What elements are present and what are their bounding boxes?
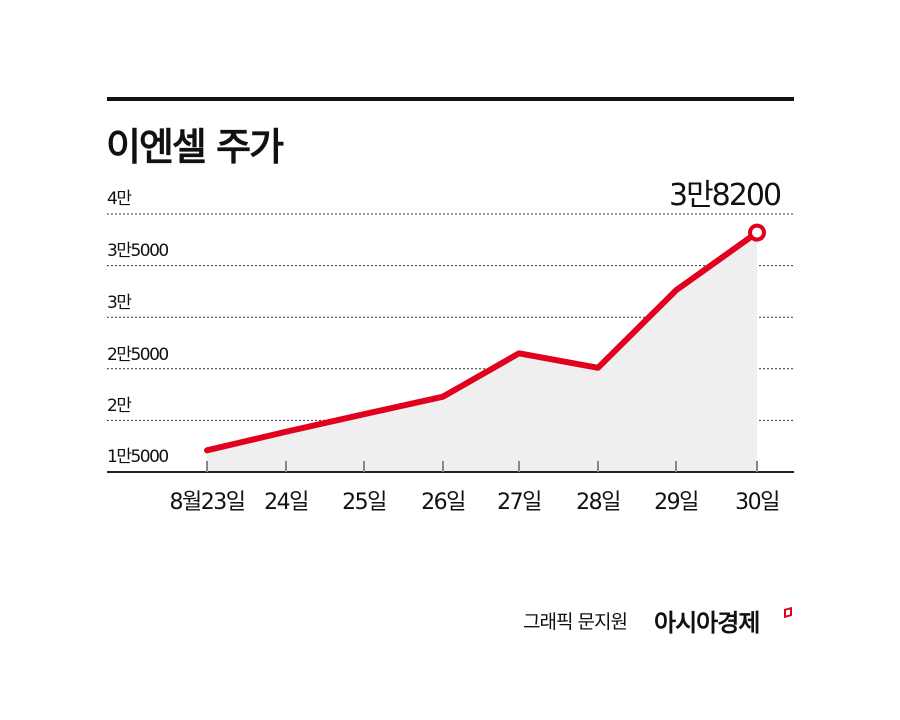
y-label-20000: 2만: [107, 396, 132, 416]
chart-title: 이엔셀 주가: [106, 125, 284, 169]
price-line: [204, 229, 760, 454]
y-label-30000: 3만: [107, 293, 132, 313]
top-rule: [107, 97, 794, 101]
y-label-40000: 4만: [107, 189, 132, 209]
x-label-28: 28일: [576, 490, 621, 515]
x-label-23: 8월23일: [169, 490, 246, 515]
y-label-35000: 3만5000: [107, 241, 169, 261]
x-label-24: 24일: [264, 490, 309, 515]
last-value-annotation: 3만8200: [669, 178, 782, 213]
x-label-30: 30일: [735, 490, 780, 515]
area-fill: [207, 232, 757, 472]
x-label-26: 26일: [421, 490, 466, 515]
y-label-15000: 1만5000: [107, 447, 169, 467]
graphic-credit: 그래픽 문지원: [523, 611, 628, 633]
x-label-27: 27일: [497, 490, 542, 515]
x-axis-ticks: [206, 461, 758, 472]
last-point-marker: [748, 223, 766, 242]
x-label-29: 29일: [654, 490, 699, 515]
y-label-25000: 2만5000: [107, 345, 169, 365]
publisher-logo: 아시아경제: [654, 609, 760, 637]
x-label-25: 25일: [342, 490, 387, 515]
